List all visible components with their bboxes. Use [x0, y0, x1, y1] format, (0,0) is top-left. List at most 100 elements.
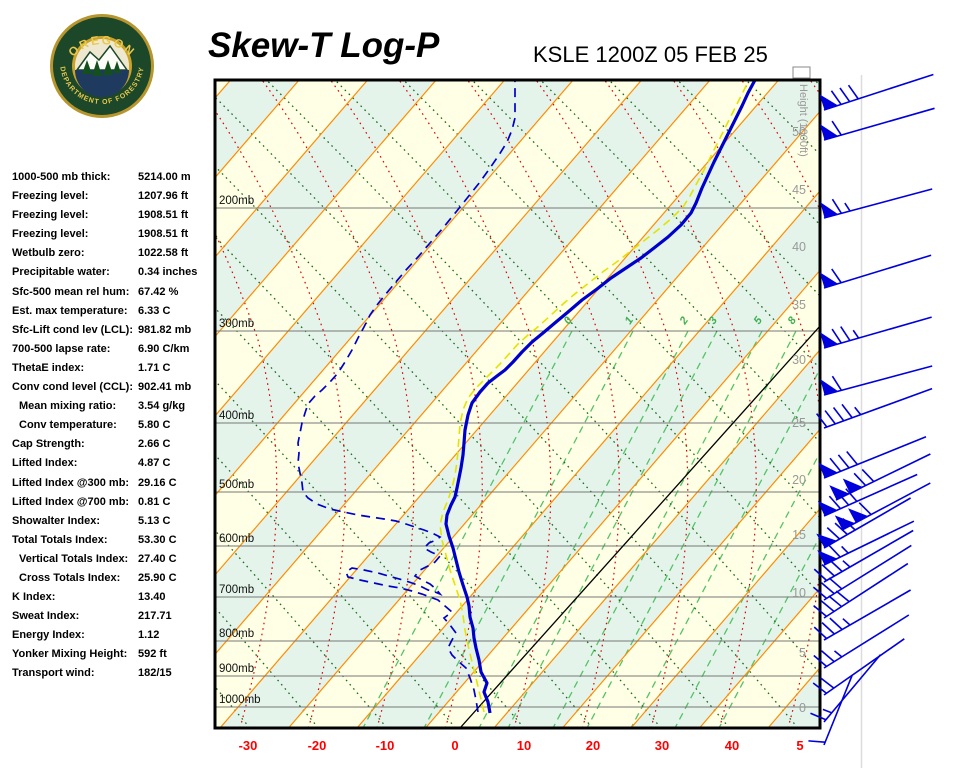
stat-row: Lifted Index @300 mb: 29.16 C	[12, 474, 212, 493]
temp-axis-label: 5	[796, 738, 803, 753]
stat-label: Freezing level:	[12, 190, 89, 203]
stat-row: Cross Totals Index: 25.90 C	[12, 569, 212, 588]
stat-value: 6.90 C/km	[138, 342, 190, 355]
height-label: 10	[792, 586, 806, 600]
stat-row: K Index: 13.40	[12, 588, 212, 607]
wind-barb	[813, 529, 914, 583]
stat-row: Sfc-500 mean rel hum: 67.42 %	[12, 283, 212, 302]
stat-label: Transport wind:	[12, 667, 95, 680]
stat-row: Freezing level: 1908.51 ft	[12, 225, 212, 244]
wind-barb	[810, 654, 882, 723]
temp-axis-label: 10	[517, 738, 531, 753]
stat-row: Total Totals Index: 53.30 C	[12, 531, 212, 550]
stat-row: Mean mixing ratio: 3.54 g/kg	[12, 397, 212, 416]
stat-value: 53.30 C	[138, 533, 177, 546]
pressure-label: 700mb	[219, 584, 254, 596]
temperature-profile	[444, 80, 757, 714]
wind-barb	[819, 73, 934, 111]
oregon-forestry-logo: OREGON DEPARTMENT OF FORESTRY	[50, 14, 154, 118]
stat-row: Conv cond level (CCL): 902.41 mb	[12, 378, 212, 397]
height-label: 50	[792, 125, 806, 139]
temp-axis-label: -30	[239, 738, 258, 753]
stat-value: 902.41 mb	[138, 381, 192, 394]
stat-row: Energy Index: 1.12	[12, 626, 212, 645]
temp-axis-label: 30	[655, 738, 669, 753]
mixing-ratio-label: 3	[707, 315, 720, 327]
stat-label: Conv temperature:	[19, 419, 117, 432]
temp-axis-label: 20	[586, 738, 600, 753]
stat-row: Cap Strength: 2.66 C	[12, 435, 212, 454]
wind-barb	[817, 520, 915, 566]
stat-row: Est. max temperature: 6.33 C	[12, 302, 212, 321]
stat-row: ThetaE index: 1.71 C	[12, 359, 212, 378]
sounding-indices-panel: 1000-500 mb thick: 5214.00 m Freezing leve…	[12, 168, 212, 684]
height-label: 25	[792, 416, 806, 430]
stat-label: 1000-500 mb thick:	[12, 171, 111, 183]
stat-value: 25.90 C	[138, 571, 177, 584]
stat-label: Wetbulb zero:	[12, 247, 85, 260]
wind-barb	[816, 387, 933, 429]
stat-row: Wetbulb zero: 1022.58 ft	[12, 244, 212, 263]
stat-label: Est. max temperature:	[12, 304, 128, 317]
stat-row: Freezing level: 1207.96 ft	[12, 187, 212, 206]
height-label: 30	[792, 353, 806, 367]
stat-label: Freezing level:	[12, 228, 89, 241]
height-label: 45	[792, 183, 806, 197]
wind-barb	[817, 473, 918, 517]
stat-value: 5.80 C	[138, 419, 171, 432]
stat-row: Freezing level: 1908.51 ft	[12, 206, 212, 225]
station-time-label: KSLE 1200Z 05 FEB 25	[533, 42, 768, 67]
height-label: 40	[792, 240, 806, 254]
wind-barb	[819, 316, 932, 349]
stat-value: 5214.00 m	[138, 171, 191, 183]
stat-label: Cap Strength:	[12, 438, 85, 451]
height-label: 5	[799, 646, 806, 660]
chart-border	[213, 78, 822, 730]
stat-value: 3.54 g/kg	[138, 400, 186, 413]
height-label: 0	[799, 701, 806, 715]
stat-value: 1207.96 ft	[138, 190, 189, 203]
wind-barb	[812, 638, 905, 696]
height-label: 20	[792, 473, 806, 487]
page-title: Skew-T Log-P	[208, 26, 440, 65]
corner-box	[792, 66, 811, 79]
stat-value: 29.16 C	[138, 476, 177, 489]
stat-label: Yonker Mixing Height:	[12, 648, 128, 661]
temp-axis-label: -20	[308, 738, 327, 753]
height-axis-title: Height (1000ft)	[797, 84, 809, 157]
stat-value: 5.13 C	[138, 514, 171, 527]
stat-value: 0.34 inches	[138, 266, 198, 279]
stat-row: Conv temperature: 5.80 C	[12, 416, 212, 435]
stat-label: Energy Index:	[12, 629, 85, 642]
stat-row: 700-500 lapse rate: 6.90 C/km	[12, 340, 212, 359]
stat-label: Conv cond level (CCL):	[12, 381, 134, 394]
wind-barb	[816, 497, 912, 549]
stat-label: Sweat Index:	[12, 610, 80, 623]
stat-row: Vertical Totals Index: 27.40 C	[12, 550, 212, 569]
wind-barb	[834, 482, 931, 531]
stat-value: 217.71	[138, 610, 172, 623]
stat-label: Total Totals Index:	[12, 533, 108, 546]
dewpoint-profile	[297, 80, 516, 713]
temp-axis-label: -10	[376, 738, 395, 753]
stat-value: 0.81 C	[138, 495, 171, 508]
wetbulb-profile	[439, 80, 751, 713]
pressure-label: 600mb	[219, 533, 254, 545]
pressure-label: 300mb	[219, 318, 254, 330]
stat-row: Yonker Mixing Height: 592 ft	[12, 645, 212, 664]
stat-value: 2.66 C	[138, 438, 171, 451]
stat-label: 700-500 lapse rate:	[12, 342, 111, 355]
stat-value: 67.42 %	[138, 285, 179, 298]
height-label: 35	[792, 298, 806, 312]
wind-barb	[818, 436, 927, 479]
stat-value: 1.12	[138, 629, 160, 642]
stat-label: Freezing level:	[12, 209, 89, 222]
wind-barb	[813, 589, 912, 641]
stat-label: Sfc-Lift cond lev (LCL):	[12, 323, 133, 336]
stat-value: 182/15	[138, 667, 172, 680]
wind-barb	[820, 365, 933, 396]
stat-label: Precipitable water:	[12, 266, 110, 279]
stat-row: Sweat Index: 217.71	[12, 607, 212, 626]
stat-row: Transport wind: 182/15	[12, 664, 212, 683]
stat-value: 1022.58 ft	[138, 247, 189, 260]
